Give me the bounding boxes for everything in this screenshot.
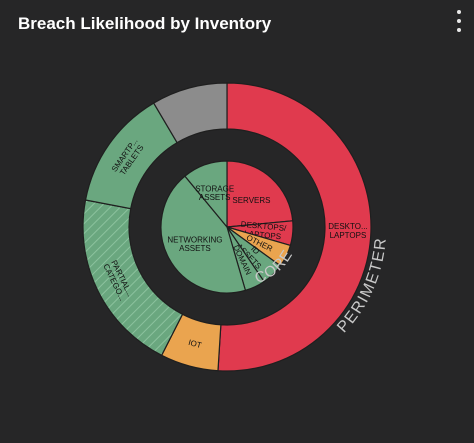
chart-title: Breach Likelihood by Inventory (18, 14, 272, 33)
menu-dot (457, 10, 461, 14)
menu-dot (457, 28, 461, 32)
segment-label: SERVERS (232, 196, 270, 205)
segment-core-6[interactable] (184, 160, 228, 229)
segment-label: STORAGE ASSETS (195, 184, 234, 202)
segment-perimeter-4[interactable] (152, 82, 228, 144)
segment-core-5[interactable] (160, 175, 247, 294)
segment-perimeter-0[interactable] (217, 82, 372, 372)
segment-label: NETWORKING ASSETS (167, 235, 222, 253)
segment-core-0[interactable] (226, 160, 294, 228)
more-vertical-icon[interactable] (452, 10, 466, 32)
segment-label: DESKTO... LAPTOPS (328, 222, 367, 240)
menu-dot (457, 19, 461, 23)
segment-label: IOT (187, 338, 202, 350)
